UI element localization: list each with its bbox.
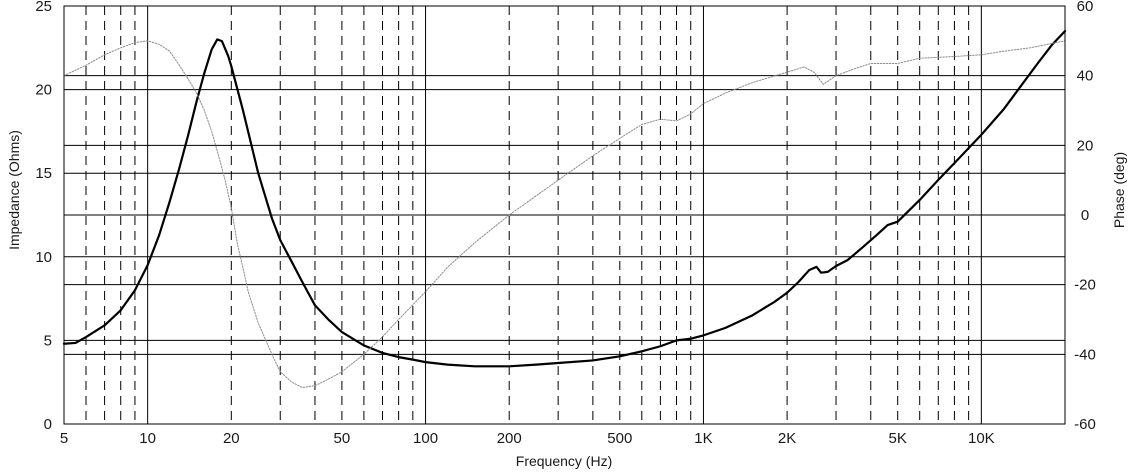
x-tick-label: 20 — [223, 430, 240, 447]
y2-tick-label: 20 — [1077, 137, 1094, 154]
x-tick-label: 50 — [334, 430, 351, 447]
y2-tick-label: 0 — [1081, 207, 1089, 224]
y2-tick-label: -40 — [1074, 346, 1096, 363]
y-tick-label: 5 — [44, 332, 52, 349]
y-tick-label: 15 — [35, 165, 52, 182]
x-tick-label: 500 — [607, 430, 632, 447]
x-axis-title: Frequency (Hz) — [516, 453, 612, 469]
y2-tick-label: 60 — [1077, 0, 1094, 15]
y-tick-label: 10 — [35, 249, 52, 266]
x-tick-label: 200 — [497, 430, 522, 447]
x-tick-label: 10 — [139, 430, 156, 447]
x-tick-label: 5K — [889, 430, 907, 447]
x-tick-label: 5 — [60, 430, 68, 447]
y2-tick-labels: -60 -40 -20 0 20 40 60 — [1074, 0, 1096, 433]
y2-axis-title: Phase (deg) — [1111, 152, 1127, 228]
y-tick-label: 0 — [44, 416, 52, 433]
axes-frame — [63, 5, 1066, 425]
y-tick-label: 25 — [35, 0, 52, 15]
y-axis-title: Impedance (Ohms) — [6, 130, 22, 250]
series-layer — [62, 29, 1067, 388]
x-tick-label: 2K — [778, 430, 796, 447]
x-tick-label: 1K — [694, 430, 712, 447]
y2-tick-label: -60 — [1074, 416, 1096, 433]
x-tick-label: 100 — [413, 430, 438, 447]
y2-tick-label: 40 — [1077, 68, 1094, 85]
x-tick-label: 10K — [968, 430, 995, 447]
plot-frame — [63, 5, 1066, 425]
y-tick-labels: 0 5 10 15 20 25 — [35, 0, 52, 433]
phase-curve — [63, 40, 1066, 388]
y-tick-label: 20 — [35, 82, 52, 99]
x-tick-labels: 5 10 20 50 100 200 500 1K 2K 5K 10K — [60, 430, 995, 447]
y2-tick-label: -20 — [1074, 277, 1096, 294]
